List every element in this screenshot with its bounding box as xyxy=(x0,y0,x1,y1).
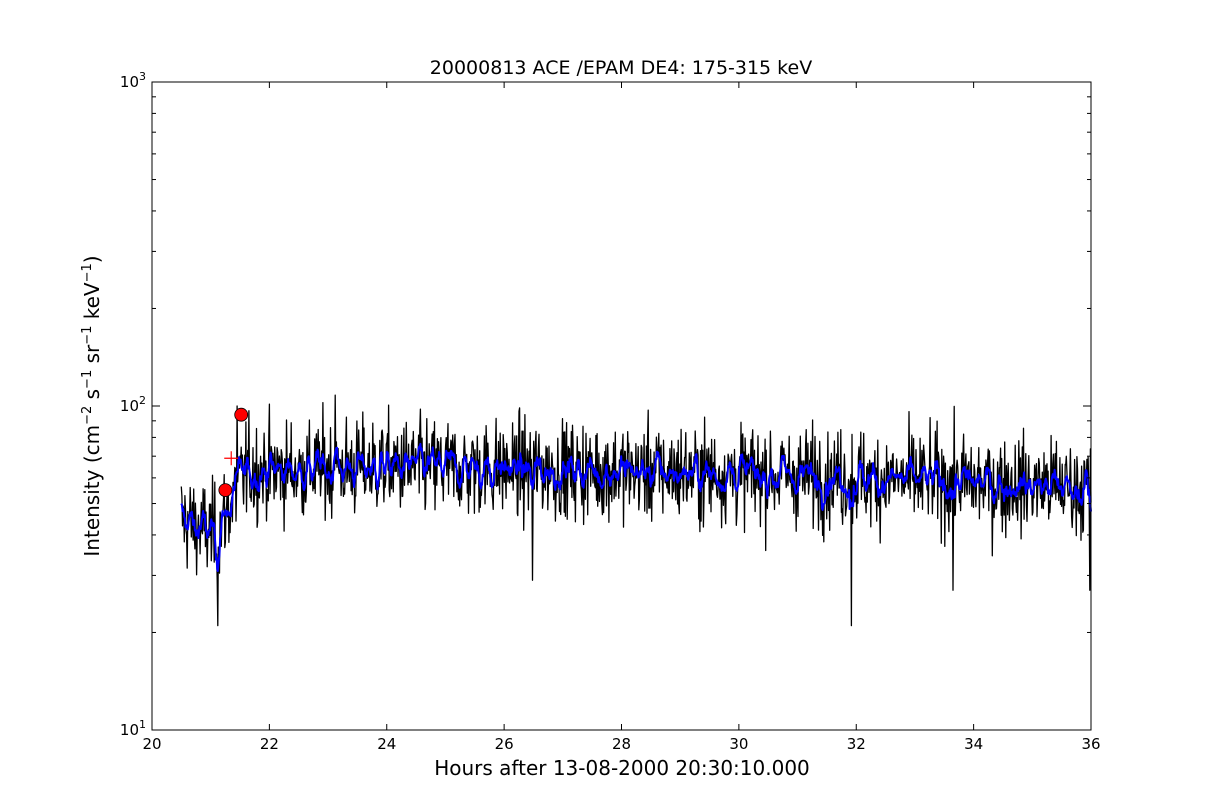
y-axis-label-sup-1: −2 xyxy=(80,406,95,425)
plot-area xyxy=(151,81,1092,731)
y-axis-label-sup-3: −1 xyxy=(80,326,95,345)
x-tick-label: 30 xyxy=(729,735,748,753)
x-tick-label: 36 xyxy=(1081,735,1100,753)
x-tick-label: 22 xyxy=(260,735,279,753)
x-tick-label: 28 xyxy=(612,735,631,753)
chart-title: 20000813 ACE /EPAM DE4: 175-315 keV xyxy=(430,57,812,79)
marker-layer xyxy=(218,407,249,498)
plot-background xyxy=(152,82,1091,730)
y-tick-label: 102 xyxy=(120,394,146,415)
y-axis-label-unit-s: s xyxy=(80,389,104,406)
x-tick-label: 24 xyxy=(377,735,396,753)
y-axis-label-group: Intensity (cm−2 s−1 sr−1 keV−1) xyxy=(80,255,104,556)
smoothed-intensity-line xyxy=(180,442,1092,573)
event-marker-circle xyxy=(234,407,249,422)
x-axis: 20 22 24 26 28 30 32 34 36 xyxy=(142,82,1101,753)
y-tick-label: 101 xyxy=(120,718,146,739)
y-tick-label: 103 xyxy=(120,70,146,91)
y-axis-label-unit-kev: keV xyxy=(80,282,104,326)
event-marker-plus xyxy=(224,451,239,466)
x-tick-label: 32 xyxy=(847,735,866,753)
y-axis-label-prefix: Intensity (cm xyxy=(80,425,104,557)
y-axis-label-sup-2: −1 xyxy=(80,370,95,389)
y-axis-label-unit-sr: sr xyxy=(80,344,104,370)
x-tick-label: 20 xyxy=(142,735,161,753)
y-axis-label-suffix: ) xyxy=(80,255,104,263)
y-axis: 101 102 103 xyxy=(120,70,1091,739)
x-axis-label: Hours after 13-08-2000 20:30:10.000 xyxy=(434,756,810,780)
x-tick-label: 26 xyxy=(495,735,514,753)
x-tick-label: 34 xyxy=(964,735,983,753)
series-layer xyxy=(180,394,1092,627)
y-axis-label: Intensity (cm−2 s−1 sr−1 keV−1) xyxy=(80,255,104,556)
event-marker-circle xyxy=(218,483,233,498)
y-axis-label-sup-4: −1 xyxy=(80,263,95,282)
